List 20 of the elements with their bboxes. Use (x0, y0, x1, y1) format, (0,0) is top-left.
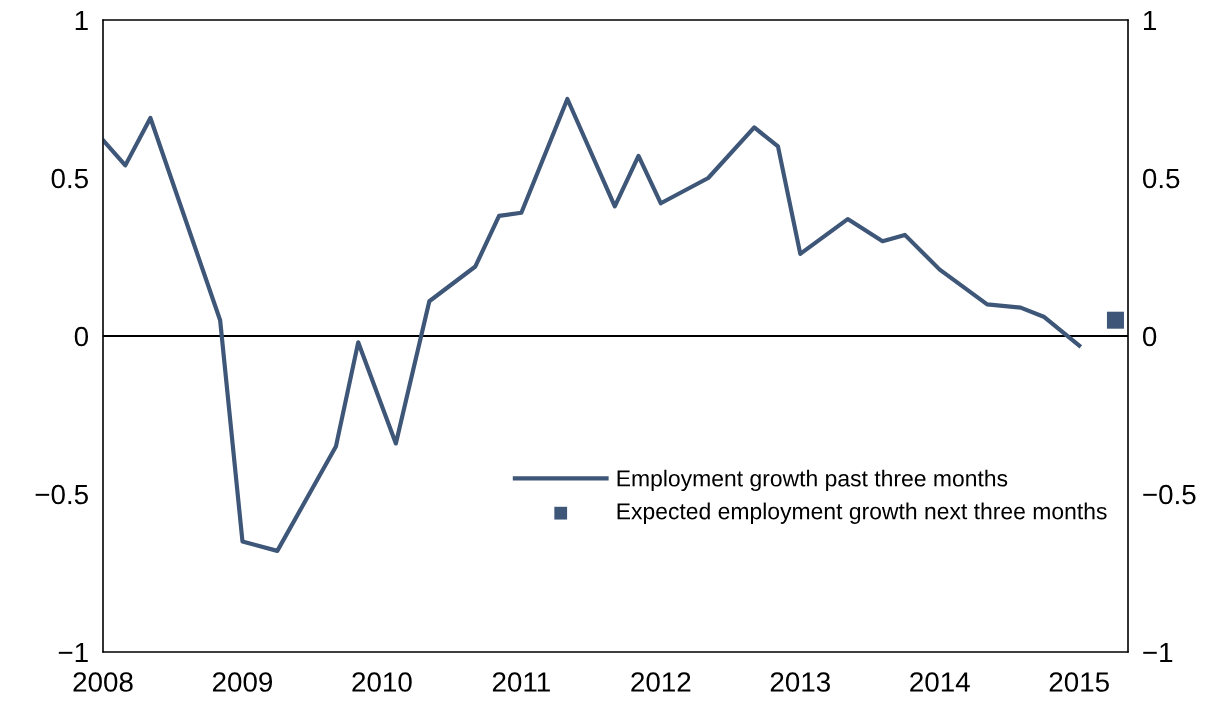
y2-tick-label: 0 (1142, 326, 1157, 347)
y2-tick-label: −1 (1143, 642, 1173, 663)
x-tick-label: 2009 (212, 672, 273, 692)
y2-tick-label: 0.5 (1142, 168, 1180, 189)
x-tick-label: 2012 (631, 672, 691, 692)
x-tick-label: 2010 (352, 672, 412, 692)
legend-label: Expected employment growth next three months (617, 502, 1107, 524)
x-tick-label: 2014 (910, 672, 970, 692)
y-tick-label: −1 (58, 642, 88, 663)
legend-label: Employment growth past three months (617, 469, 1008, 492)
x-tick-label: 2008 (73, 672, 133, 692)
x-tick-label: 2013 (770, 672, 830, 692)
y-tick-label: −0.5 (35, 484, 88, 505)
y-tick-label: 0.5 (51, 168, 88, 189)
y-tick-label: 1 (75, 10, 88, 31)
y2-tick-label: −0.5 (1143, 484, 1196, 505)
x-tick-label: 2011 (492, 672, 550, 692)
y2-tick-label: 1 (1144, 10, 1156, 31)
y-tick-label: 0 (74, 326, 89, 347)
x-tick-label: 2015 (1049, 672, 1109, 692)
